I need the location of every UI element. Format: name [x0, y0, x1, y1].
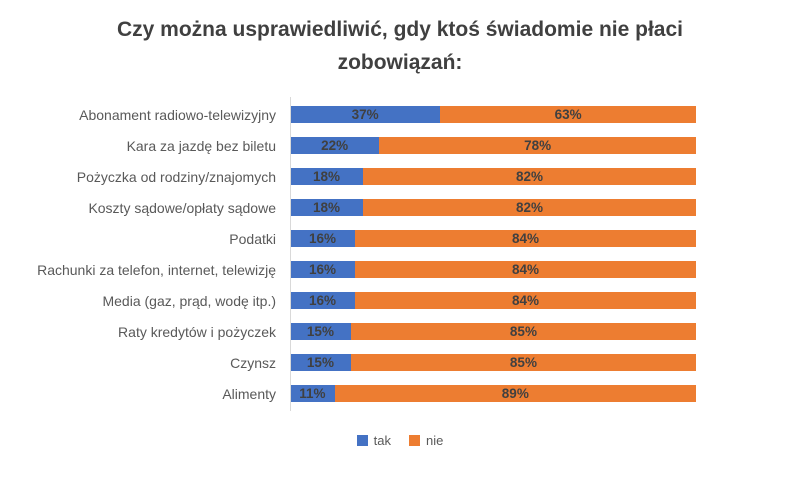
value-label-tak: 37%	[351, 107, 379, 123]
bar-segment-nie: 78%	[379, 137, 696, 155]
bar-segment-tak: 11%	[290, 385, 335, 403]
chart-row: Rachunki za telefon, internet, telewizję…	[0, 254, 800, 285]
value-label-tak: 16%	[308, 293, 336, 309]
bar-track: 18% 82%	[290, 168, 696, 186]
legend-swatch-icon	[356, 435, 368, 447]
value-label-tak: 15%	[306, 324, 334, 340]
value-label-tak: 16%	[308, 231, 336, 247]
bar-segment-tak: 37%	[290, 106, 441, 124]
value-label-nie: 82%	[516, 169, 544, 185]
bar-segment-tak: 18%	[290, 199, 364, 217]
category-label: Alimenty	[222, 385, 276, 402]
bar-track: 37% 63%	[290, 106, 696, 124]
value-label-nie: 78%	[524, 138, 552, 154]
category-label: Czynsz	[230, 354, 276, 371]
chart-title: Czy można usprawiedliwić, gdy ktoś świad…	[117, 18, 683, 74]
bar-track: 11% 89%	[290, 385, 696, 403]
chart-row: Koszty sądowe/opłaty sądowe 18% 82%	[0, 192, 800, 223]
bar-track: 15% 85%	[290, 323, 696, 341]
legend-item: nie	[408, 433, 444, 449]
bar-segment-tak: 15%	[290, 323, 351, 341]
category-label: Abonament radiowo-telewizyjny	[79, 106, 276, 123]
category-label: Rachunki za telefon, internet, telewizję	[37, 261, 276, 278]
chart-row: Czynsz 15% 85%	[0, 347, 800, 378]
value-label-nie: 85%	[509, 355, 537, 371]
value-label-tak: 22%	[321, 138, 349, 154]
category-label: Pożyczka od rodziny/znajomych	[76, 168, 276, 185]
bars-area: Abonament radiowo-telewizyjny 37% 63% Ka…	[0, 99, 800, 409]
value-label-tak: 18%	[313, 169, 341, 185]
bar-segment-nie: 82%	[363, 199, 696, 217]
value-label-nie: 85%	[509, 324, 537, 340]
legend-label: nie	[425, 433, 444, 449]
plot-area: Abonament radiowo-telewizyjny 37% 63% Ka…	[0, 97, 800, 412]
bar-segment-nie: 82%	[363, 168, 696, 186]
bar-track: 18% 82%	[290, 199, 696, 217]
legend-item: tak	[356, 433, 391, 449]
value-label-tak: 15%	[306, 355, 334, 371]
category-label: Raty kredytów i pożyczek	[118, 323, 276, 340]
chart-row: Pożyczka od rodziny/znajomych 18% 82%	[0, 161, 800, 192]
value-label-nie: 84%	[511, 262, 539, 278]
bar-segment-tak: 15%	[290, 354, 351, 372]
legend-swatch-icon	[408, 435, 420, 447]
bar-segment-tak: 16%	[290, 261, 355, 279]
value-label-tak: 11%	[299, 386, 326, 402]
category-label: Podatki	[229, 230, 276, 247]
bar-segment-nie: 84%	[354, 261, 696, 279]
legend: tak nie	[0, 433, 800, 448]
bar-track: 22% 78%	[290, 137, 696, 155]
legend-label: tak	[373, 433, 391, 449]
bar-segment-tak: 16%	[290, 230, 355, 248]
bar-segment-nie: 63%	[440, 106, 696, 124]
value-label-nie: 63%	[554, 107, 582, 123]
chart-row: Media (gaz, prąd, wodę itp.) 16% 84%	[0, 285, 800, 316]
chart-row: Alimenty 11% 89%	[0, 378, 800, 409]
bar-track: 16% 84%	[290, 292, 696, 310]
bar-segment-nie: 89%	[334, 385, 696, 403]
value-label-nie: 84%	[511, 231, 539, 247]
value-label-nie: 89%	[501, 386, 529, 402]
bar-track: 15% 85%	[290, 354, 696, 372]
bar-segment-nie: 85%	[350, 323, 696, 341]
bar-segment-nie: 84%	[354, 292, 696, 310]
chart-row: Abonament radiowo-telewizyjny 37% 63%	[0, 99, 800, 130]
category-label: Koszty sądowe/opłaty sądowe	[88, 199, 276, 216]
bar-segment-tak: 22%	[290, 137, 380, 155]
bar-segment-nie: 85%	[350, 354, 696, 372]
bar-track: 16% 84%	[290, 230, 696, 248]
chart-row: Podatki 16% 84%	[0, 223, 800, 254]
bar-segment-nie: 84%	[354, 230, 696, 248]
chart-row: Kara za jazdę bez biletu 22% 78%	[0, 130, 800, 161]
bar-track: 16% 84%	[290, 261, 696, 279]
bar-segment-tak: 18%	[290, 168, 364, 186]
y-axis-line	[290, 97, 291, 412]
chart-row: Raty kredytów i pożyczek 15% 85%	[0, 316, 800, 347]
bar-segment-tak: 16%	[290, 292, 355, 310]
category-label: Kara za jazdę bez biletu	[126, 137, 276, 154]
value-label-tak: 18%	[313, 200, 341, 216]
category-label: Media (gaz, prąd, wodę itp.)	[102, 292, 276, 309]
value-label-nie: 82%	[516, 200, 544, 216]
value-label-nie: 84%	[511, 293, 539, 309]
value-label-tak: 16%	[308, 262, 336, 278]
